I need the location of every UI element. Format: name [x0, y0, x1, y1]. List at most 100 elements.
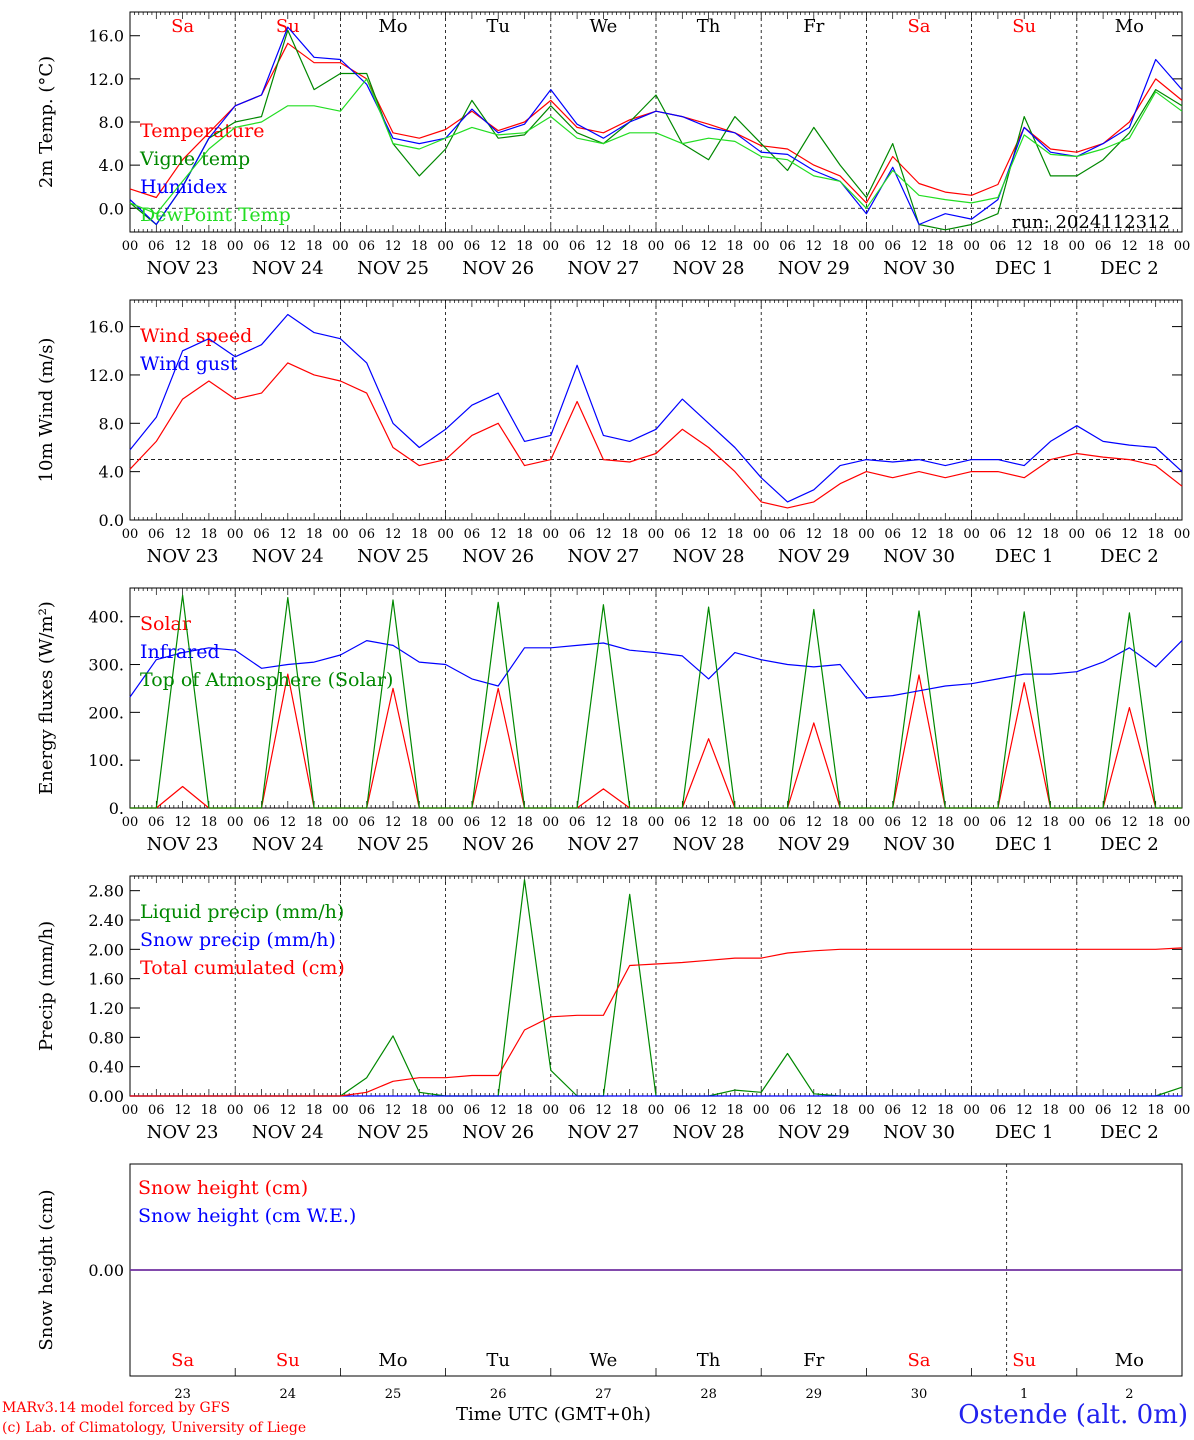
- x-day-label: 26: [490, 1387, 507, 1400]
- x-hour-label: 00: [1069, 527, 1086, 542]
- series-line-dewpoint-temp: [129, 78, 1183, 215]
- x-hour-label: 12: [280, 815, 297, 830]
- x-date-label: NOV 23: [147, 258, 219, 279]
- x-hour-label: 12: [1016, 815, 1033, 830]
- y-tick-label: 0.00: [88, 1087, 124, 1106]
- x-hour-label: 18: [1147, 239, 1164, 254]
- x-hour-label: 18: [306, 1103, 323, 1118]
- x-hour-label: 00: [753, 527, 770, 542]
- x-hour-label: 12: [806, 527, 823, 542]
- x-date-label: DEC 1: [995, 834, 1054, 855]
- y-axis-label: Energy fluxes (W/m²): [36, 601, 57, 795]
- x-hour-label: 00: [227, 527, 244, 542]
- x-day-label: 29: [806, 1387, 823, 1400]
- x-date-label: NOV 27: [567, 1122, 639, 1143]
- x-hour-label: 18: [411, 527, 428, 542]
- x-hour-label: 00: [858, 239, 875, 254]
- x-hour-label: 06: [358, 815, 375, 830]
- x-hour-label: 18: [1042, 815, 1059, 830]
- x-hour-label: 12: [806, 1103, 823, 1118]
- x-hour-label: 06: [358, 239, 375, 254]
- x-hour-label: 06: [884, 1103, 901, 1118]
- series-line-top-of-atmosphere-solar: [130, 594, 1182, 809]
- x-hour-label: 12: [174, 1103, 191, 1118]
- x-hour-label: 18: [727, 239, 744, 254]
- x-hour-label: 00: [1174, 815, 1191, 830]
- x-hour-label: 00: [963, 239, 980, 254]
- x-hour-label: 00: [648, 239, 665, 254]
- x-hour-label: 12: [1121, 815, 1138, 830]
- y-axis-label: Snow height (cm): [36, 1189, 57, 1350]
- x-hour-label: 06: [1095, 527, 1112, 542]
- meteogram: 0.0 4.0 8.0 12.0 16.0 2m Temp. (°C) Sa Su Mo Tu We…: [36, 11, 1191, 1400]
- y-tick-label: 4.0: [99, 156, 124, 175]
- x-date-label: DEC 1: [995, 1122, 1054, 1143]
- x-hour-label: 00: [543, 239, 560, 254]
- x-hour-label: 18: [727, 527, 744, 542]
- x-hour-label: 00: [1069, 815, 1086, 830]
- x-hour-label: 18: [621, 1103, 638, 1118]
- x-hour-label: 18: [1147, 527, 1164, 542]
- x-date-label: NOV 26: [462, 1122, 534, 1143]
- legend-entry: Wind gust: [140, 353, 238, 375]
- x-hour-label: 00: [332, 527, 349, 542]
- x-hour-label: 00: [437, 239, 454, 254]
- x-hour-label: 18: [411, 815, 428, 830]
- x-hour-label: 00: [543, 527, 560, 542]
- x-day-label: 25: [385, 1387, 402, 1400]
- x-hour-label: 12: [490, 815, 507, 830]
- y-tick-label: 2.80: [88, 882, 124, 901]
- x-hour-label: 00: [227, 1103, 244, 1118]
- x-hour-label: 18: [621, 527, 638, 542]
- x-hour-label: 18: [1147, 1103, 1164, 1118]
- x-date-label: NOV 24: [252, 258, 324, 279]
- legend-entry: Snow precip (mm/h): [140, 929, 336, 951]
- x-date-label: DEC 1: [995, 546, 1054, 567]
- y-tick-label: 4.0: [99, 463, 124, 482]
- x-hour-label: 12: [595, 1103, 612, 1118]
- x-hour-label: 18: [516, 239, 533, 254]
- x-hour-label: 18: [937, 815, 954, 830]
- x-hour-label: 06: [674, 527, 691, 542]
- y-tick-label: 0.0: [99, 199, 124, 218]
- x-date-label: NOV 29: [778, 546, 850, 567]
- x-hour-label: 00: [437, 815, 454, 830]
- x-hour-label: 18: [411, 239, 428, 254]
- x-day-label: 2: [1125, 1387, 1133, 1400]
- x-hour-label: 06: [779, 239, 796, 254]
- x-hour-label: 18: [306, 815, 323, 830]
- weekday-label: Mo: [1115, 1350, 1144, 1371]
- x-hour-label: 06: [1095, 239, 1112, 254]
- x-hour-label: 06: [148, 815, 165, 830]
- x-date-label: NOV 24: [252, 546, 324, 567]
- weekday-label: Tu: [486, 16, 510, 37]
- x-hour-label: 00: [858, 815, 875, 830]
- x-hour-label: 00: [227, 815, 244, 830]
- x-hour-label: 18: [1042, 527, 1059, 542]
- y-tick-label: 0.: [109, 799, 124, 818]
- y-tick-label: 16.0: [88, 318, 124, 337]
- x-date-label: NOV 26: [462, 258, 534, 279]
- x-hour-label: 12: [700, 527, 717, 542]
- x-hour-label: 12: [595, 527, 612, 542]
- x-hour-label: 00: [963, 1103, 980, 1118]
- x-date-label: NOV 25: [357, 834, 429, 855]
- x-hour-label: 18: [621, 815, 638, 830]
- x-date-label: NOV 26: [462, 546, 534, 567]
- weekday-label: We: [590, 16, 618, 37]
- x-hour-label: 00: [648, 527, 665, 542]
- legend-entry: Vigne temp: [139, 148, 250, 170]
- x-hour-label: 00: [858, 527, 875, 542]
- x-hour-label: 00: [437, 1103, 454, 1118]
- x-date-label: DEC 2: [1100, 834, 1159, 855]
- legend-entry: Temperature: [140, 120, 264, 142]
- x-hour-label: 12: [595, 815, 612, 830]
- x-hour-label: 06: [253, 527, 270, 542]
- x-hour-label: 12: [595, 239, 612, 254]
- x-hour-label: 12: [174, 239, 191, 254]
- x-date-label: NOV 30: [883, 258, 955, 279]
- x-hour-label: 00: [227, 239, 244, 254]
- station-name: Ostende (alt. 0m): [958, 1400, 1188, 1430]
- lab-credit: (c) Lab. of Climatology, University of L…: [2, 1420, 307, 1436]
- x-date-label: NOV 29: [778, 834, 850, 855]
